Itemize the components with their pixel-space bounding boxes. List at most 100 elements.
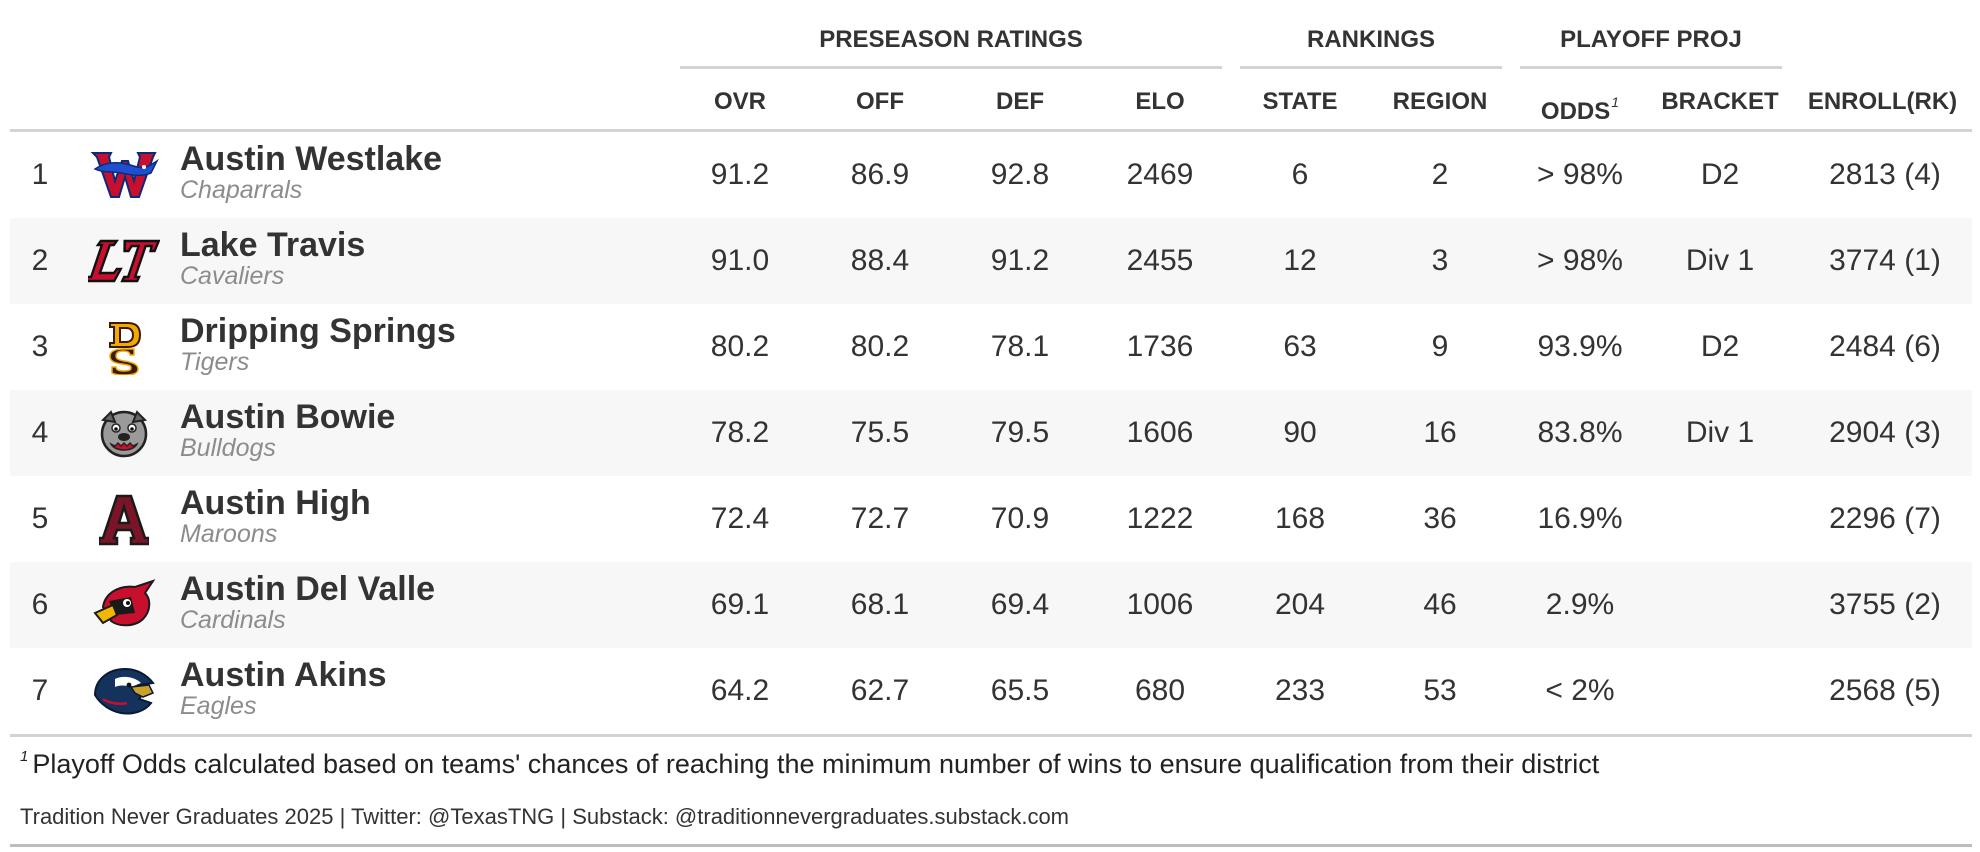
table-row: 6 Austin Del Valle Cardinals 69.1 68.1 6… [10,562,1972,648]
odds-footnote-marker: 1 [1611,94,1620,110]
ovr-cell: 91.0 [710,244,770,277]
region-rank-cell: 2 [1431,158,1449,191]
table-end-rule [10,844,1972,847]
team-cell: Austin High Maroons [180,484,371,548]
team-cell: Austin Akins Eagles [180,656,387,720]
column-header-def: DEF [996,88,1044,115]
def-cell: 79.5 [990,416,1050,449]
bowie-bulldog-logo-icon [84,390,164,476]
footnote-text: Playoff Odds calculated based on teams' … [32,749,1600,779]
enroll-cell: 2813 (4) [1829,158,1941,191]
table-row: 4 Austin Bowie Bulldogs 78.2 75.5 79.5 1… [10,390,1972,476]
elo-cell: 1222 [1126,502,1194,535]
bracket-cell: D2 [1700,158,1740,191]
column-header-ovr: OVR [713,88,766,115]
team-mascot: Cardinals [180,606,286,634]
region-rank-cell: 9 [1431,330,1449,363]
enroll-cell: 2484 (6) [1829,330,1941,363]
lake-travis-lt-logo-icon [84,218,164,304]
rank-cell: 2 [31,244,49,277]
def-cell: 78.1 [990,330,1050,363]
team-cell: Austin Bowie Bulldogs [180,398,396,461]
rank-cell: 5 [31,502,49,535]
team-name: Lake Travis [180,226,366,264]
team-name: Austin Bowie [180,398,396,436]
bracket-cell: Div 1 [1685,244,1755,277]
akins-eagle-logo-icon [84,648,164,734]
off-cell: 62.7 [850,674,910,707]
column-header-off: OFF [856,88,904,115]
off-cell: 88.4 [850,244,910,277]
odds-cell: 83.8% [1537,416,1623,449]
column-header-odds-label: ODDS [1540,98,1611,125]
bracket-cell: Div 1 [1685,416,1755,449]
bracket-cell [1660,648,1780,734]
spanner-playoff-proj: PLAYOFF PROJ [1520,22,1782,69]
elo-cell: 2469 [1126,158,1194,191]
region-rank-cell: 16 [1423,416,1457,449]
spanner-preseason-ratings: PRESEASON RATINGS [680,22,1222,69]
team-cell: Austin Del Valle Cardinals [180,570,435,634]
bracket-cell: D2 [1700,330,1740,363]
playoff-odds-footnote: 1 Playoff Odds calculated based on teams'… [20,748,1599,780]
austin-high-a-logo-icon [84,476,164,562]
region-rank-cell: 46 [1423,588,1457,621]
source-note: Tradition Never Graduates 2025 | Twitter… [20,804,1070,829]
team-name: Austin Akins [180,656,387,694]
ovr-cell: 72.4 [710,502,770,535]
team-name: Austin Westlake [180,140,443,178]
ovr-cell: 78.2 [710,416,770,449]
state-rank-cell: 6 [1291,158,1309,191]
state-rank-cell: 204 [1274,588,1326,621]
ovr-cell: 80.2 [710,330,770,363]
footnote-marker: 1 [20,748,29,765]
def-cell: 70.9 [990,502,1050,535]
table-row: 5 Austin High Maroons 72.4 72.7 70.9 122… [10,476,1972,562]
westlake-chaparral-logo-icon [84,132,164,218]
team-cell: Lake Travis Cavaliers [180,226,366,290]
elo-cell: 1736 [1126,330,1194,363]
del-valle-cardinal-logo-icon [84,562,164,648]
state-rank-cell: 12 [1283,244,1317,277]
odds-cell: > 98% [1537,244,1623,277]
column-header-bracket: BRACKET [1661,88,1779,115]
enroll-cell: 3774 (1) [1829,244,1941,277]
off-cell: 86.9 [850,158,910,191]
def-cell: 65.5 [990,674,1050,707]
column-header-region: REGION [1392,88,1488,115]
odds-cell: 93.9% [1537,330,1623,363]
enroll-cell: 2296 (7) [1829,502,1941,535]
elo-cell: 2455 [1126,244,1194,277]
table-row: 1 Austin Westlake Chaparrals 91.2 86.9 9… [10,132,1972,218]
team-mascot: Cavaliers [180,262,285,290]
column-header-elo: ELO [1135,88,1185,115]
ovr-cell: 69.1 [710,588,770,621]
team-mascot: Maroons [180,520,278,548]
off-cell: 68.1 [850,588,910,621]
team-cell: Dripping Springs Tigers [180,312,456,375]
table-row: 2 Lake Travis Cavaliers 91.0 88.4 91.2 2… [10,218,1972,304]
enroll-cell: 2904 (3) [1829,416,1941,449]
enroll-cell: 3755 (2) [1829,588,1941,621]
odds-cell: > 98% [1537,158,1623,191]
rank-cell: 6 [31,588,49,621]
ovr-cell: 91.2 [710,158,770,191]
rank-cell: 7 [31,674,49,707]
off-cell: 72.7 [850,502,910,535]
region-rank-cell: 36 [1423,502,1457,535]
team-mascot: Eagles [180,692,257,720]
ovr-cell: 64.2 [710,674,770,707]
elo-cell: 1606 [1126,416,1194,449]
state-rank-cell: 90 [1283,416,1317,449]
off-cell: 80.2 [850,330,910,363]
odds-cell: 16.9% [1537,502,1623,535]
table-row: 3 Dripping Springs Tigers 80.2 80.2 78.1… [10,304,1972,390]
column-header-odds: ODDS1 [1520,82,1640,125]
bracket-cell [1660,476,1780,562]
region-rank-cell: 3 [1431,244,1449,277]
team-mascot: Chaparrals [180,176,303,204]
elo-cell: 1006 [1126,588,1194,621]
def-cell: 69.4 [990,588,1050,621]
state-rank-cell: 63 [1283,330,1317,363]
